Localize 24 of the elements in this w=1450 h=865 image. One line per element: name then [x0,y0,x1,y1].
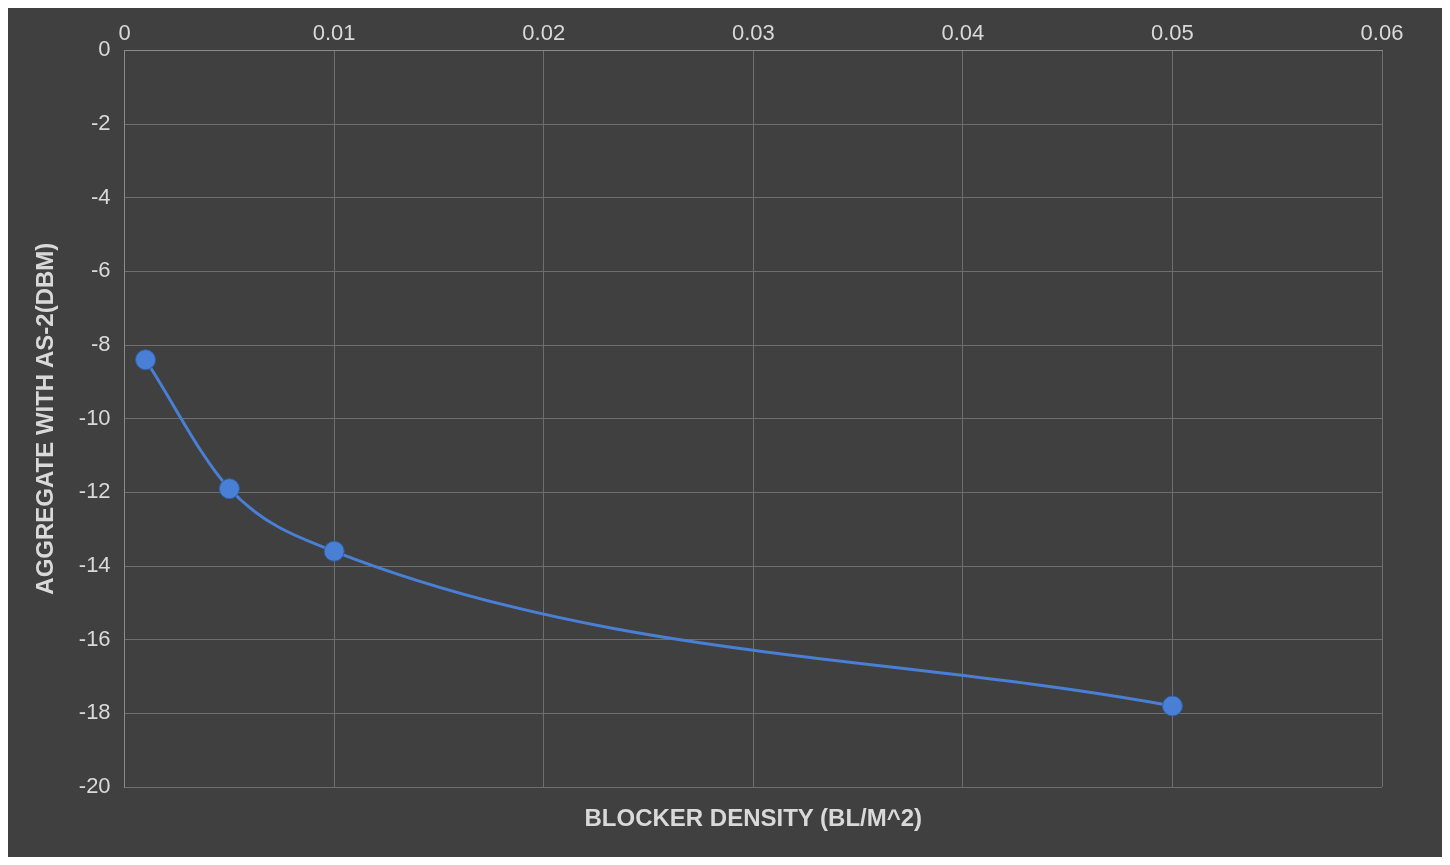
x-tick-label: 0.06 [1360,20,1404,46]
y-tick-label: -20 [78,773,111,799]
point [1161,695,1183,717]
point [135,349,157,371]
x-tick-label: 0.03 [731,20,775,46]
y-tick-label: -14 [78,552,111,578]
y-tick-label: -4 [91,183,111,209]
y-tick-label: -12 [78,478,111,504]
y-axis-title: AGGREGATE WITH AS-2(DBM) [31,242,59,595]
x-tick-label: 0.05 [1151,20,1194,46]
x-tick-label: 0.04 [941,20,985,46]
y-tick-label: -18 [78,699,111,725]
point [218,478,240,500]
y-tick-label: -6 [91,257,111,283]
y-tick-label: -10 [78,404,111,430]
x-axis-title: BLOCKER DENSITY (BL/M^2) [584,803,923,831]
x-tick-label: 0.02 [522,20,566,46]
x-tick-label: 0.01 [312,20,356,46]
point [323,540,345,562]
x-tick-label: 0 [118,20,131,46]
y-tick-label: -2 [91,110,111,136]
y-tick-label: -16 [78,625,111,651]
y-tick-label: 0 [98,36,111,62]
y-tick-label: -8 [91,331,111,357]
